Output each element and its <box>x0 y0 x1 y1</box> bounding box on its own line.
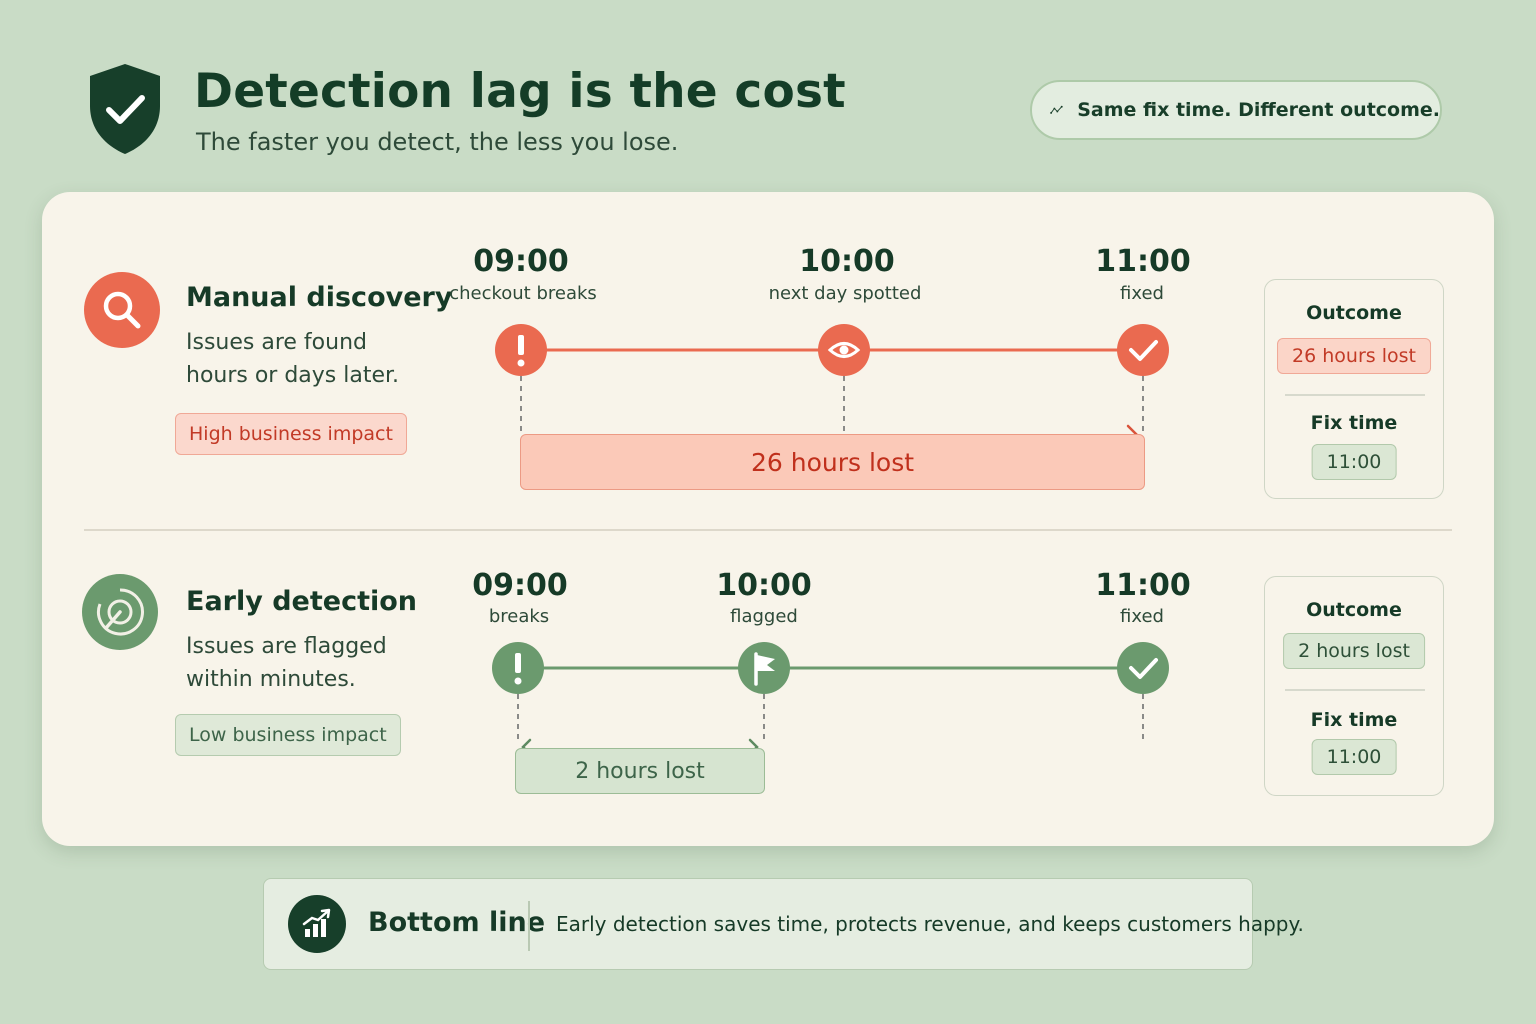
fix-time-label: Fix time <box>1310 412 1398 434</box>
search-icon <box>84 272 160 348</box>
event-label: checkout breaks <box>449 283 597 304</box>
event-label: next day spotted <box>768 283 922 304</box>
event-time: 09:00 <box>473 244 569 279</box>
event-time: 10:00 <box>716 568 812 603</box>
outcome-panel-manual: Outcome 26 hours lost Fix time 11:00 <box>1264 279 1444 499</box>
outcome-value: 2 hours lost <box>1283 633 1425 669</box>
event-label: flagged <box>730 606 798 627</box>
row-divider <box>84 529 1452 531</box>
outcome-divider <box>1285 689 1425 691</box>
impact-badge-high: High business impact <box>175 413 407 455</box>
summary-pill-text: Same fix time. Different outcome. <box>1077 99 1440 121</box>
page-title: Detection lag is the cost <box>194 64 846 119</box>
row-title-manual: Manual discovery <box>186 282 453 313</box>
summary-pill: Same fix time. Different outcome. <box>1030 80 1442 140</box>
hours-lost-bar-early: 2 hours lost <box>515 748 765 794</box>
bottom-line-divider <box>528 901 530 951</box>
hours-lost-bar-manual: 26 hours lost <box>520 434 1145 490</box>
bar-chart-growth-icon <box>288 895 346 953</box>
event-time: 10:00 <box>799 244 895 279</box>
timeline-early <box>492 642 1169 756</box>
fix-time-label: Fix time <box>1310 709 1398 731</box>
timeline-manual <box>495 324 1169 444</box>
alert-icon <box>495 324 547 376</box>
alert-icon <box>492 642 544 694</box>
bottom-line-title: Bottom line <box>368 907 546 938</box>
eye-icon <box>818 324 870 376</box>
event-time: 11:00 <box>1095 244 1191 279</box>
bottom-line-text: Early detection saves time, protects rev… <box>556 912 1304 936</box>
row-description-early: Issues are flagged within minutes. <box>186 634 387 692</box>
page-subtitle: The faster you detect, the less you lose… <box>196 128 679 156</box>
event-label: breaks <box>488 606 550 627</box>
trend-line-icon <box>1050 105 1063 114</box>
fix-time-value: 11:00 <box>1311 739 1397 775</box>
event-time: 09:00 <box>472 568 568 603</box>
event-label: fixed <box>1120 606 1164 627</box>
check-icon <box>1117 324 1169 376</box>
check-icon <box>1117 642 1169 694</box>
event-time: 11:00 <box>1095 568 1191 603</box>
fix-time-value: 11:00 <box>1311 444 1397 480</box>
outcome-value: 26 hours lost <box>1277 338 1431 374</box>
flag-icon <box>738 642 790 694</box>
radar-icon <box>82 574 158 650</box>
shield-check-icon <box>90 64 160 154</box>
outcome-label: Outcome <box>1306 599 1402 621</box>
row-title-early: Early detection <box>186 586 418 617</box>
impact-badge-low: Low business impact <box>175 714 401 756</box>
outcome-divider <box>1285 394 1425 396</box>
outcome-panel-early: Outcome 2 hours lost Fix time 11:00 <box>1264 576 1444 796</box>
event-label: fixed <box>1120 283 1164 304</box>
row-description-manual: Issues are found hours or days later. <box>186 330 400 388</box>
outcome-label: Outcome <box>1306 302 1402 324</box>
bottom-line-banner: Bottom line Early detection saves time, … <box>263 878 1304 970</box>
